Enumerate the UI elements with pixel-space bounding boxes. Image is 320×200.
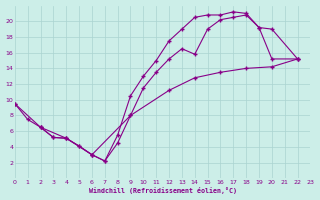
X-axis label: Windchill (Refroidissement éolien,°C): Windchill (Refroidissement éolien,°C)	[89, 187, 236, 194]
